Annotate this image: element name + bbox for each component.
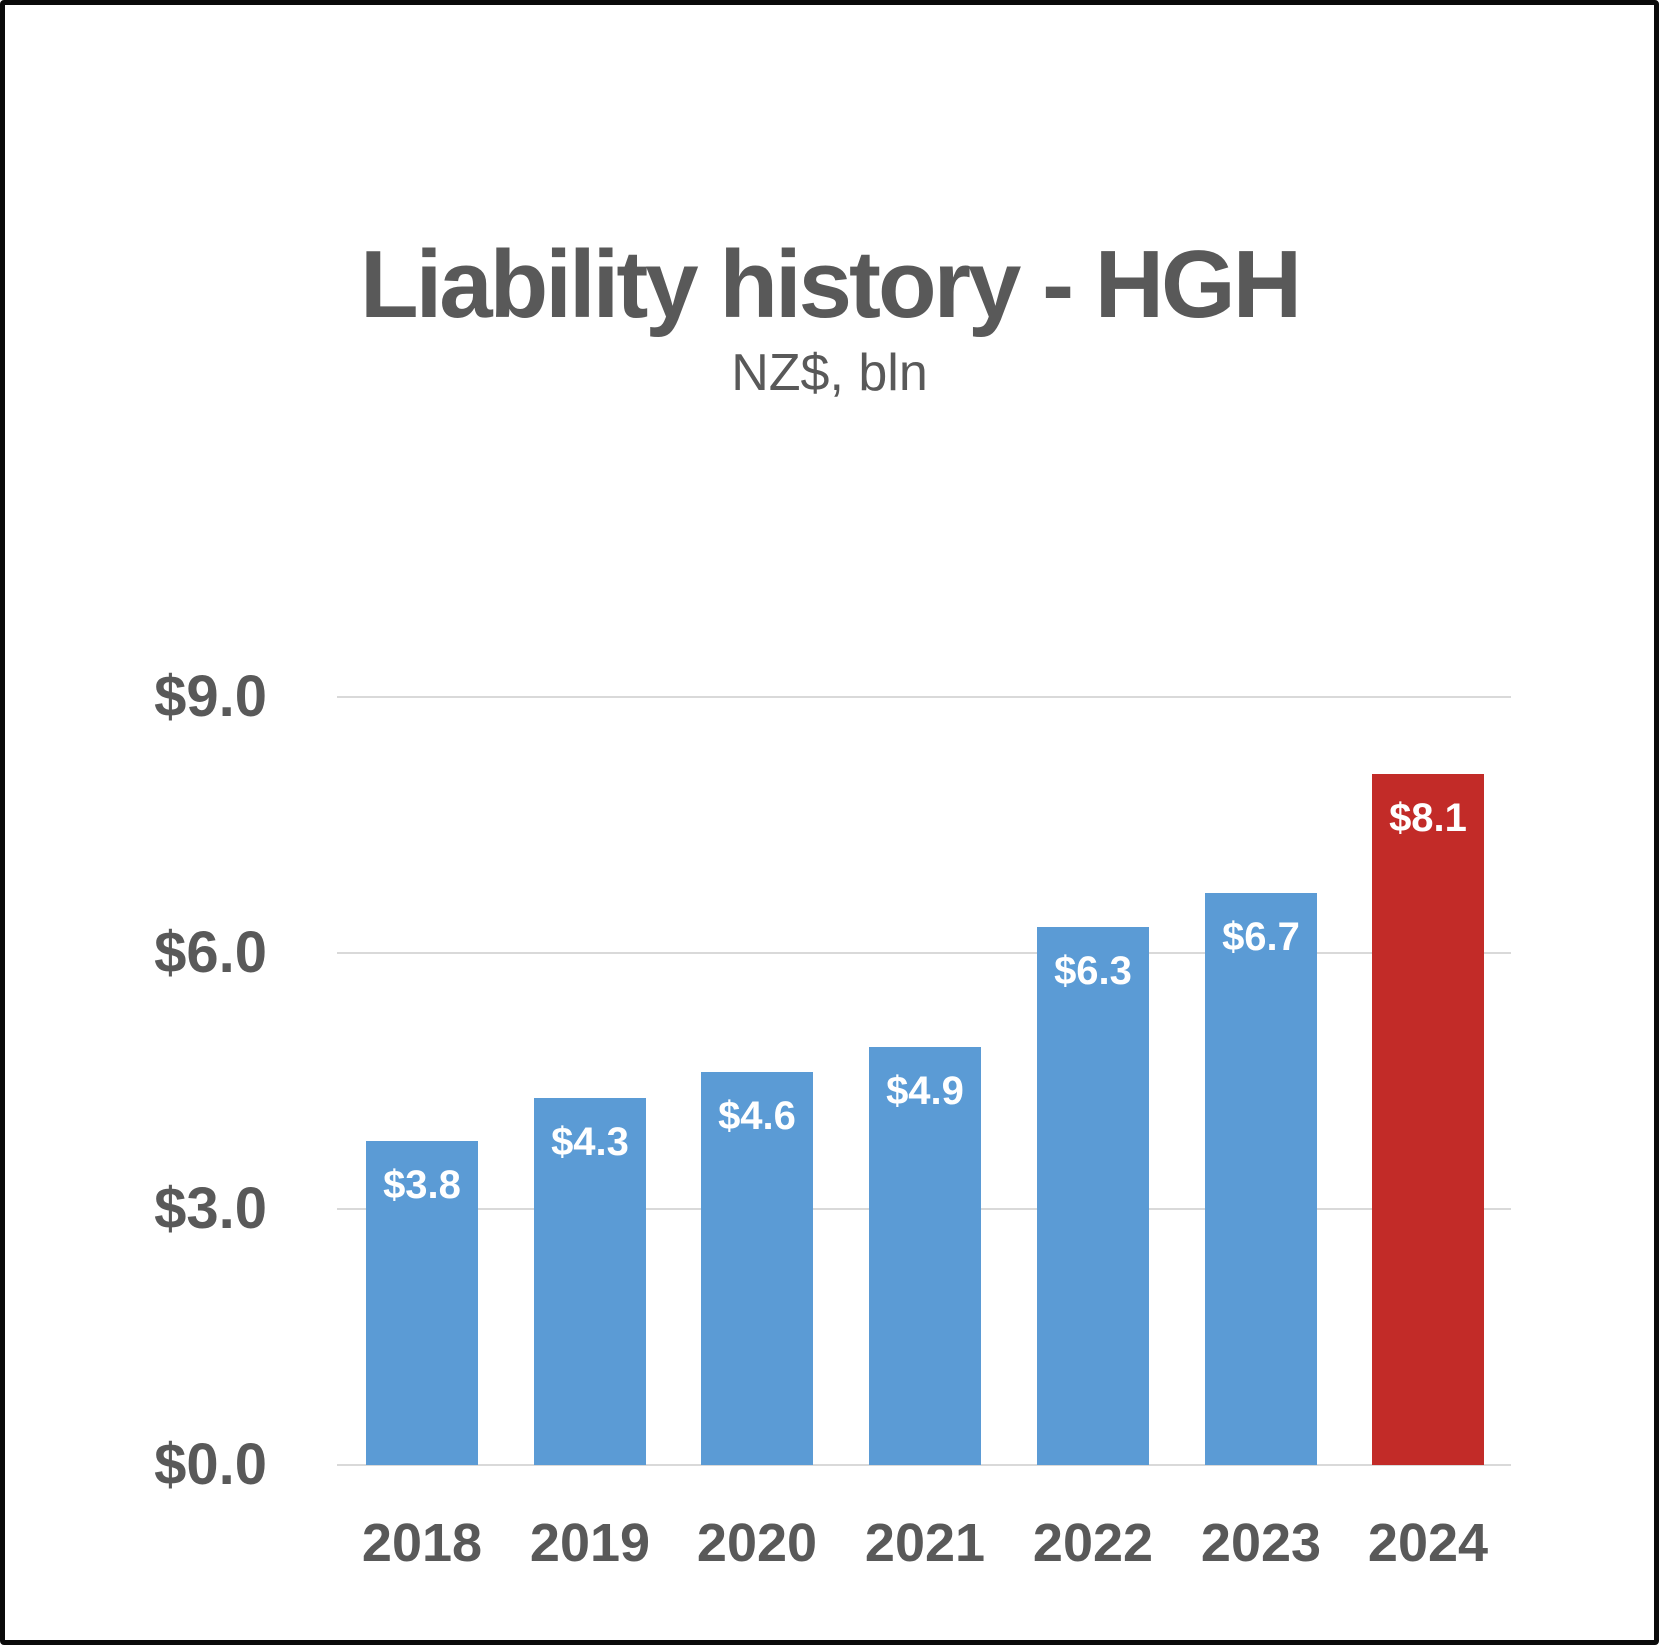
bar-value-label-2019: $4.3 [551, 1120, 629, 1164]
bar-value-label-2020: $4.6 [718, 1094, 796, 1138]
bar-value-label-2024: $8.1 [1389, 796, 1467, 840]
x-axis-label-2023: 2023 [1200, 1513, 1322, 1573]
y-axis-label-9: $9.0 [154, 664, 267, 729]
x-axis-label-2020: 2020 [696, 1513, 818, 1573]
x-axis-label-2019: 2019 [529, 1513, 651, 1573]
gridline-9.0 [337, 696, 1511, 698]
bar-value-label-2022: $6.3 [1054, 949, 1132, 993]
x-axis-label-2018: 2018 [361, 1513, 483, 1573]
chart-subtitle: NZ$, bln [731, 344, 928, 402]
bar-2021: $4.9 [869, 1047, 981, 1465]
y-axis-label-6: $6.0 [154, 920, 267, 985]
bar-2018: $3.8 [366, 1141, 478, 1465]
bar-value-label-2023: $6.7 [1222, 915, 1300, 959]
gridline-0.0 [337, 1464, 1511, 1466]
bar-value-label-2021: $4.9 [886, 1069, 964, 1113]
bar-2024: $8.1 [1372, 774, 1484, 1465]
chart-title: Liability history - HGH [359, 231, 1302, 338]
x-axis-label-2024: 2024 [1367, 1513, 1489, 1573]
y-axis-label-3: $3.0 [154, 1176, 267, 1241]
bar-2019: $4.3 [534, 1098, 646, 1465]
bar-2022: $6.3 [1037, 927, 1149, 1465]
y-axis-label-0: $0.0 [154, 1432, 267, 1497]
bar-2020: $4.6 [701, 1072, 813, 1465]
bar-2023: $6.7 [1205, 893, 1317, 1465]
gridline-6.0 [337, 952, 1511, 954]
x-axis-label-2021: 2021 [864, 1513, 986, 1573]
bar-value-label-2018: $3.8 [383, 1163, 461, 1207]
plot-area: $3.8 $4.3 $4.6 $4.9 $6.3 $6.7 $8.1 [337, 696, 1511, 1466]
x-axis-label-2022: 2022 [1032, 1513, 1154, 1573]
